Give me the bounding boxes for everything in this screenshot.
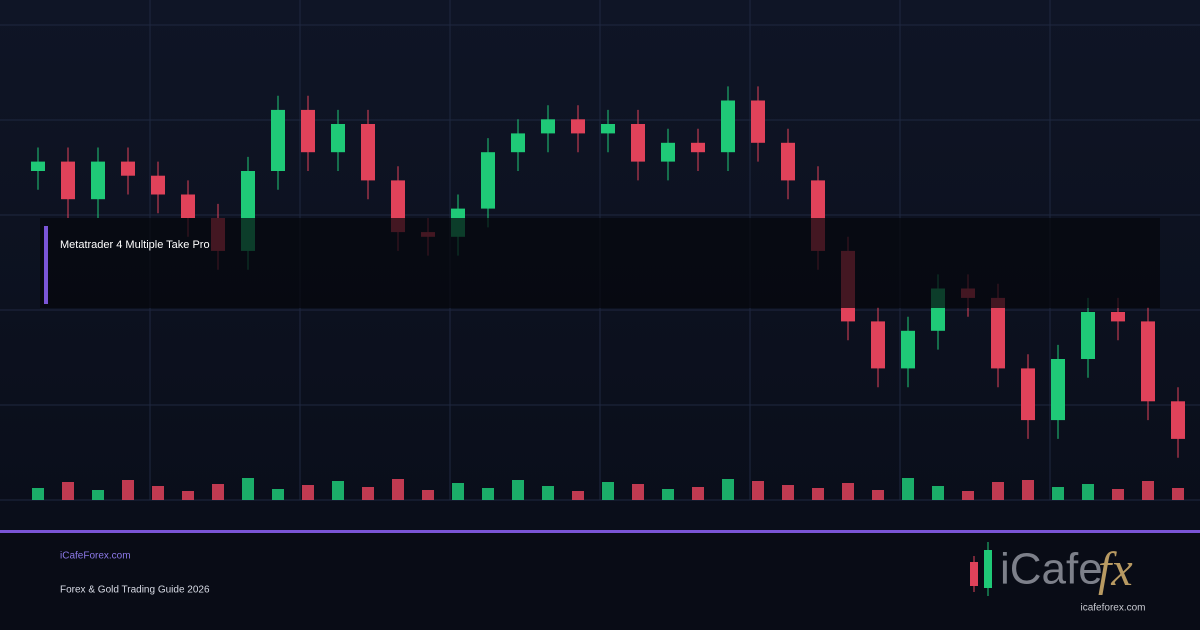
volume-bar	[1082, 484, 1094, 500]
candle-body	[571, 119, 585, 134]
candle-body	[631, 124, 645, 162]
volume-bar	[212, 484, 224, 500]
candle-body	[121, 161, 135, 176]
volume-bar	[332, 481, 344, 500]
candle-body	[601, 124, 615, 134]
volume-bar	[722, 479, 734, 500]
volume-bar	[362, 487, 374, 500]
candle-body	[31, 161, 45, 171]
volume-bar	[452, 483, 464, 500]
volume-bar	[962, 491, 974, 500]
volume-bar	[1052, 487, 1064, 500]
candle-body	[541, 119, 555, 134]
candle-body	[511, 133, 525, 153]
volume-bar	[602, 482, 614, 500]
volume-bar	[392, 479, 404, 500]
candle-body	[721, 100, 735, 153]
volume-bar	[62, 482, 74, 500]
volume-bar	[422, 490, 434, 500]
candle-body	[181, 194, 195, 218]
footer-background	[0, 533, 1200, 630]
volume-bar	[182, 491, 194, 500]
volume-bar	[1142, 481, 1154, 500]
candles	[31, 86, 1185, 500]
chart-title: Metatrader 4 Multiple Take Pro	[60, 239, 210, 251]
volume-bar	[992, 482, 1004, 500]
candle-body	[991, 297, 1005, 369]
candle-body	[1081, 312, 1095, 359]
logo-icon	[970, 542, 992, 596]
candle-body	[691, 142, 705, 153]
volume-bar	[932, 486, 944, 500]
volume-bar	[302, 485, 314, 500]
candle-body	[661, 142, 675, 162]
divider	[0, 530, 1200, 533]
candle-body	[1051, 359, 1065, 421]
candle-body	[481, 152, 495, 209]
volume-bar	[512, 480, 524, 500]
candle-body	[901, 330, 915, 369]
volume-bar	[902, 478, 914, 500]
volume-bar	[842, 483, 854, 500]
volume-bar	[1022, 480, 1034, 500]
candle-body	[331, 124, 345, 153]
candle-body	[61, 161, 75, 200]
candle-body	[271, 109, 285, 171]
volume-bar	[542, 486, 554, 500]
volume-bar	[572, 491, 584, 500]
volume-bar	[632, 484, 644, 500]
footer-subtitle: Forex & Gold Trading Guide 2026	[60, 585, 210, 596]
volume-bar	[1112, 489, 1124, 500]
volume-bar	[752, 481, 764, 500]
candle-body	[751, 100, 765, 143]
accent-bar	[44, 226, 48, 304]
candle-body	[781, 142, 795, 181]
volume-bar	[872, 490, 884, 500]
candle-body	[1111, 312, 1125, 322]
logo-brand: iCafe	[1000, 545, 1103, 594]
logo-mark: fx	[1098, 543, 1133, 596]
candle-body	[151, 175, 165, 195]
candle-body	[361, 124, 375, 181]
volume-bar	[692, 487, 704, 500]
candle-body	[1021, 368, 1035, 421]
volume-bar	[272, 489, 284, 500]
candle-body	[91, 161, 105, 200]
candle-body	[871, 321, 885, 369]
volume-bar	[122, 480, 134, 500]
site-link[interactable]: iCafeForex.com	[60, 551, 131, 562]
volume-bar	[242, 478, 254, 500]
volume-bar	[1172, 488, 1184, 500]
volume-bar	[812, 488, 824, 500]
title-overlay	[40, 218, 1160, 308]
volume-bar	[482, 488, 494, 500]
logo-url: icafeforex.com	[1080, 603, 1145, 614]
candle-body	[301, 109, 315, 153]
volume-bar	[92, 490, 104, 500]
volume-bar	[32, 488, 44, 500]
candle-body	[1171, 401, 1185, 439]
volume-bar	[662, 489, 674, 500]
candle-body	[1141, 321, 1155, 402]
volume-bar	[152, 486, 164, 500]
volume-bar	[782, 485, 794, 500]
